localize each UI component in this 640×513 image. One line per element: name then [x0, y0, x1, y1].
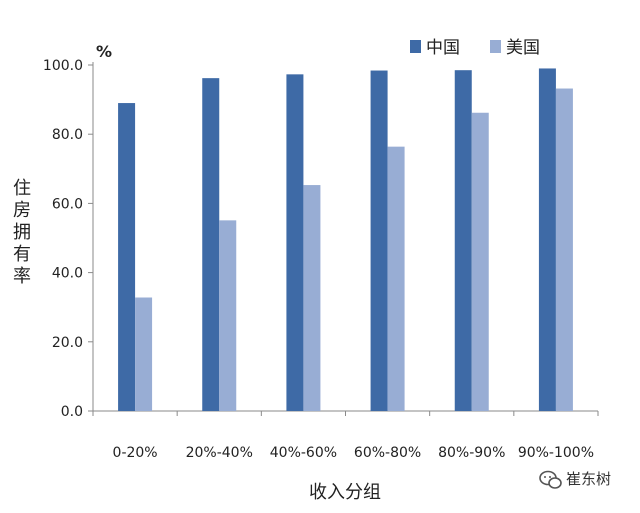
bar-usa: [135, 297, 153, 411]
legend-swatch: [410, 40, 421, 53]
bar-usa: [303, 185, 321, 411]
watermark: 崔东树: [539, 470, 611, 489]
x-tick-label: 40%-60%: [270, 445, 337, 461]
bar-china: [202, 78, 220, 411]
bar-china: [286, 74, 304, 411]
bar-china: [118, 103, 136, 411]
y-tick-label: 20.0: [52, 335, 83, 351]
bar-usa: [471, 112, 489, 412]
bars-group: [118, 68, 573, 412]
y-tick-label: 80.0: [52, 127, 83, 143]
y-axis-title: 住房拥有率: [13, 178, 31, 287]
bar-china: [538, 68, 556, 412]
y-tick-label: 100.0: [43, 58, 83, 74]
x-axis-title: 收入分组: [309, 482, 381, 503]
wechat-icon: [539, 470, 562, 489]
y-tick-label: 40.0: [52, 266, 83, 282]
bar-china: [454, 70, 472, 411]
legend: 中国 美国: [410, 38, 540, 58]
x-tick-label: 80%-90%: [438, 445, 505, 461]
y-unit-label: %: [96, 42, 112, 61]
legend-label: 中国: [426, 38, 460, 58]
y-tick-label: 0.0: [61, 404, 83, 420]
bar-usa: [387, 146, 405, 411]
y-tick-group: 0.0 20.0 40.0 60.0 80.0 100.0: [43, 58, 93, 420]
x-tick-label: 20%-40%: [186, 445, 253, 461]
watermark-text: 崔东树: [566, 470, 611, 488]
y-tick-label: 60.0: [52, 196, 83, 212]
legend-swatch: [490, 40, 501, 53]
legend-label: 美国: [506, 38, 540, 58]
bar-usa: [555, 88, 573, 411]
x-tick-label: 90%-100%: [518, 445, 594, 461]
x-tick-group: 0-20% 20%-40% 40%-60% 60%-80% 80%-90% 90%-100…: [92, 411, 599, 461]
bar-china: [370, 70, 388, 411]
x-tick-label: 0-20%: [113, 445, 158, 461]
bar-usa: [219, 220, 237, 411]
x-tick-label: 60%-80%: [354, 445, 421, 461]
